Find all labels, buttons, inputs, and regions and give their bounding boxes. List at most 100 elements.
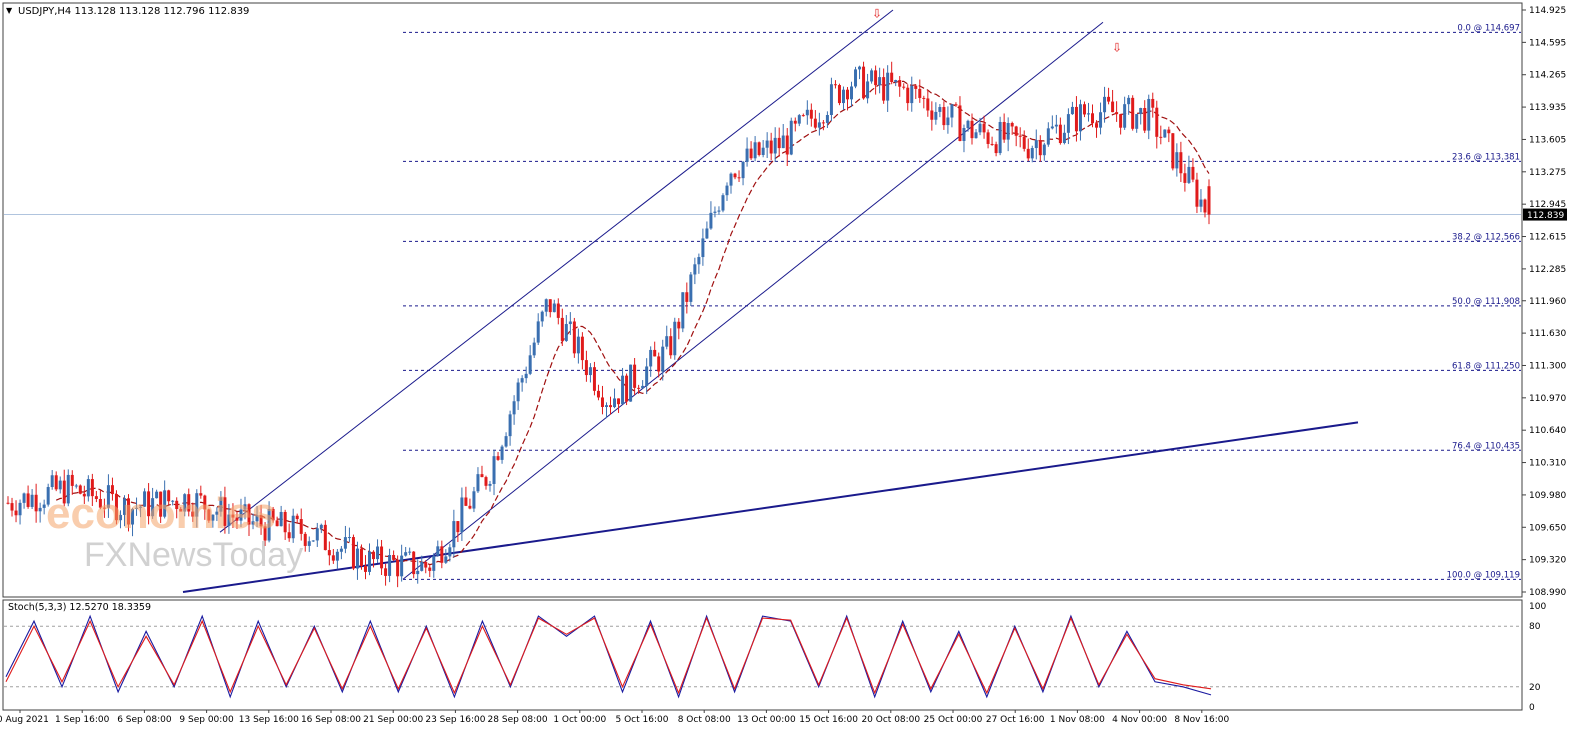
candle-body	[898, 80, 902, 87]
candle-body	[669, 336, 673, 356]
candle-body	[1115, 112, 1119, 115]
candle-body	[54, 475, 58, 490]
time-tick-label: 15 Oct 16:00	[799, 715, 858, 725]
time-tick-label: 13 Oct 00:00	[737, 715, 796, 725]
arrow-marks-layer: ⇩⇩	[872, 6, 1122, 54]
candle-body	[617, 398, 621, 405]
candle-body	[741, 161, 745, 179]
candle-body	[396, 559, 400, 577]
candle-body	[737, 177, 741, 179]
price-tick-label: 109.320	[1529, 556, 1566, 566]
candle-body	[283, 511, 287, 533]
candle-body	[765, 140, 769, 148]
candle-body	[733, 173, 737, 178]
candle-body	[516, 382, 520, 402]
candle-body	[175, 500, 179, 509]
candle-body	[552, 303, 556, 313]
candle-body	[219, 497, 223, 512]
candle-body	[729, 173, 733, 186]
price-tick-label: 108.990	[1529, 588, 1566, 598]
stoch-d-line	[5, 616, 1212, 695]
candle-body	[239, 509, 243, 521]
candle-body	[86, 479, 90, 497]
candle-body	[894, 80, 898, 83]
candle-body	[122, 498, 126, 515]
candle-body	[1163, 129, 1167, 138]
candle-body	[761, 147, 765, 155]
candle-body	[267, 508, 271, 541]
candle-body	[291, 515, 295, 539]
candle-body	[512, 401, 516, 415]
fib-level-label: 38.2 @ 112.566	[1452, 232, 1520, 242]
candle-body	[259, 515, 263, 527]
candle-body	[114, 494, 118, 521]
candle-body	[1135, 114, 1139, 129]
candle-body	[1006, 123, 1010, 140]
chart-menu-triangle-icon[interactable]: ▼	[6, 6, 13, 15]
down-arrow-icon: ⇩	[872, 6, 882, 20]
candle-body	[564, 324, 568, 341]
candle-body	[428, 567, 432, 571]
candle-body	[323, 524, 327, 551]
candle-body	[785, 135, 789, 155]
price-tick-label: 111.630	[1529, 329, 1566, 339]
candle-body	[1107, 96, 1111, 102]
candle-body	[862, 66, 866, 99]
candle-body	[66, 474, 70, 504]
candle-body	[223, 497, 227, 526]
candle-body	[500, 446, 504, 460]
fib-level-label: 61.8 @ 111.250	[1452, 361, 1520, 371]
candle-body	[693, 264, 697, 275]
candle-body	[504, 436, 508, 447]
candle-body	[592, 367, 596, 391]
candle-body	[789, 120, 793, 155]
candle-body	[1082, 104, 1086, 115]
candle-body	[753, 142, 757, 159]
candle-body	[970, 120, 974, 139]
candle-body	[1034, 140, 1038, 149]
time-tick-label: 13 Sep 16:00	[239, 715, 299, 725]
candle-body	[488, 483, 492, 486]
candle-body	[641, 385, 645, 389]
candle-body	[661, 346, 665, 372]
price-tick-label: 112.285	[1529, 265, 1566, 275]
candle-body	[496, 456, 500, 460]
candle-body	[1074, 106, 1078, 132]
candle-body	[1054, 124, 1058, 127]
candle-body	[271, 508, 275, 521]
price-tick-label: 111.300	[1529, 361, 1566, 371]
candle-body	[773, 137, 777, 154]
candle-body	[878, 77, 882, 86]
fib-level-label: 0.0 @ 114.697	[1457, 23, 1520, 33]
time-tick-label: 25 Oct 00:00	[924, 715, 983, 725]
time-tick-label: 6 Sep 08:00	[117, 715, 172, 725]
candle-body	[930, 110, 934, 120]
candle-body	[347, 537, 351, 539]
price-tick-label: 114.595	[1529, 38, 1566, 48]
fib-level-label: 23.6 @ 113.381	[1452, 152, 1520, 162]
candle-body	[958, 105, 962, 141]
time-tick-label: 1 Nov 08:00	[1050, 715, 1105, 725]
time-tick-label: 30 Aug 2021	[0, 715, 49, 725]
candle-body	[106, 485, 110, 508]
candle-body	[781, 135, 785, 149]
candle-body	[882, 77, 886, 101]
candle-body	[384, 568, 388, 576]
candle-body	[1046, 128, 1050, 145]
candle-body	[6, 502, 10, 504]
candle-body	[990, 143, 994, 145]
candle-body	[817, 122, 821, 128]
candle-body	[1143, 108, 1147, 131]
candle-body	[580, 336, 584, 361]
time-tick-label: 23 Sep 16:00	[425, 715, 485, 725]
candle-body	[1091, 113, 1095, 124]
candle-body	[472, 491, 476, 509]
stochastic-layer: 100 80 20 0	[4, 602, 1546, 713]
down-arrow-icon: ⇩	[1112, 41, 1122, 55]
candle-body	[404, 552, 408, 556]
candle-body	[833, 84, 837, 86]
candle-body	[1119, 114, 1123, 128]
candle-body	[424, 562, 428, 568]
stoch-tick-label: 80	[1529, 622, 1541, 632]
